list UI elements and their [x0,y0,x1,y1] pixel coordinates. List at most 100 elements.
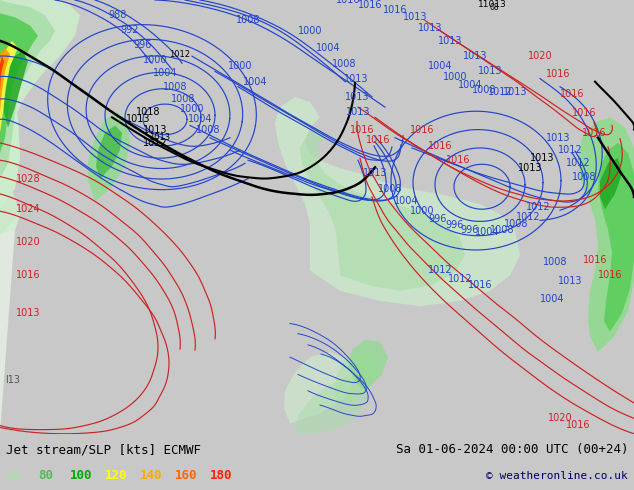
Text: 1000: 1000 [298,25,322,36]
Text: 1004: 1004 [243,76,268,87]
Text: 1013: 1013 [418,23,443,32]
Text: 1000: 1000 [443,72,467,81]
Text: 1016: 1016 [410,124,434,135]
Text: 1016: 1016 [582,128,606,138]
Polygon shape [578,117,634,352]
Text: 1004: 1004 [458,80,482,90]
Text: 1008: 1008 [472,85,496,95]
Text: 1013: 1013 [437,36,462,46]
Text: 120: 120 [105,469,127,483]
Polygon shape [295,377,368,434]
Text: 1012: 1012 [558,145,582,155]
Text: 1008: 1008 [236,15,260,25]
Text: 1000: 1000 [143,55,167,65]
Text: 1013: 1013 [546,133,570,143]
Text: 1013: 1013 [344,74,368,84]
Polygon shape [96,125,122,178]
Text: 160: 160 [175,469,198,483]
Text: 1013: 1013 [143,124,167,135]
Text: 1012: 1012 [143,138,167,148]
Text: © weatheronline.co.uk: © weatheronline.co.uk [486,471,628,481]
Text: 1008: 1008 [572,172,596,181]
Text: 1016: 1016 [598,270,622,280]
Text: 1000: 1000 [410,206,434,216]
Text: 1016: 1016 [428,141,452,151]
Polygon shape [0,0,55,178]
Polygon shape [335,352,378,408]
Text: 1004: 1004 [316,43,340,53]
Text: 1013: 1013 [530,153,554,163]
Polygon shape [3,51,28,127]
Polygon shape [348,340,388,391]
Text: 1020: 1020 [527,51,552,61]
Polygon shape [0,48,10,112]
Polygon shape [275,97,520,306]
Text: 996: 996 [134,40,152,50]
Text: 1000: 1000 [180,104,204,114]
Text: 1012: 1012 [566,158,590,168]
Text: 1004: 1004 [153,69,178,78]
Polygon shape [0,214,20,434]
Text: 1004: 1004 [428,61,452,72]
Text: 1016: 1016 [583,255,607,265]
Text: 1008: 1008 [171,94,195,104]
Polygon shape [598,143,634,332]
Text: 1016: 1016 [383,5,407,15]
Text: 1008: 1008 [196,124,220,135]
Text: 1016: 1016 [572,108,596,118]
Text: 992: 992 [120,24,139,35]
Text: 1013: 1013 [403,12,427,23]
Text: 1013: 1013 [150,133,171,142]
Text: 1013: 1013 [503,87,527,97]
Text: 1004: 1004 [475,226,499,237]
Text: 1008: 1008 [163,82,187,92]
Text: 1016: 1016 [546,70,570,79]
Text: 11013: 11013 [478,0,507,9]
Text: 1016: 1016 [350,124,374,135]
Text: 1004: 1004 [540,294,564,304]
Text: 1008: 1008 [489,224,514,235]
Text: 1013: 1013 [478,67,502,76]
Text: 1008: 1008 [332,59,356,69]
Text: 1016: 1016 [468,280,492,290]
Text: 1016: 1016 [560,89,585,99]
Text: 140: 140 [140,469,162,483]
Text: 1013: 1013 [363,169,387,178]
Text: 1013: 1013 [518,163,542,173]
Text: 1008: 1008 [378,184,402,194]
Polygon shape [0,0,80,235]
Text: 180: 180 [210,469,233,483]
Polygon shape [0,13,38,153]
Text: 996: 996 [429,215,447,224]
Text: 1012: 1012 [448,273,472,284]
Text: 1004: 1004 [188,114,212,124]
Polygon shape [284,352,355,423]
Polygon shape [600,158,622,209]
Text: 1008: 1008 [543,257,567,267]
Text: 1028: 1028 [16,173,41,184]
Text: 1018: 1018 [136,107,160,117]
Text: 1016: 1016 [366,135,391,145]
Text: 1013: 1013 [345,92,369,102]
Text: 1013: 1013 [126,114,150,124]
Text: 1013: 1013 [558,275,582,286]
Text: 1012: 1012 [515,212,540,222]
Polygon shape [300,127,465,291]
Text: 1016: 1016 [16,270,40,280]
Text: 1012: 1012 [169,49,190,59]
Text: 1012: 1012 [488,87,512,97]
Polygon shape [0,41,18,133]
Text: 1008: 1008 [504,220,528,229]
Text: 1013: 1013 [346,107,370,117]
Text: 988: 988 [109,10,127,20]
Text: 996: 996 [446,220,464,230]
Polygon shape [0,56,4,92]
Text: 80: 80 [38,469,53,483]
Text: 1016: 1016 [446,155,470,165]
Text: 1024: 1024 [16,204,41,214]
Text: 1013: 1013 [16,308,40,318]
Text: 1012: 1012 [526,202,550,212]
Text: l13: l13 [5,375,20,385]
Text: 08: 08 [490,3,500,12]
Text: Jet stream/SLP [kts] ECMWF: Jet stream/SLP [kts] ECMWF [6,443,201,456]
